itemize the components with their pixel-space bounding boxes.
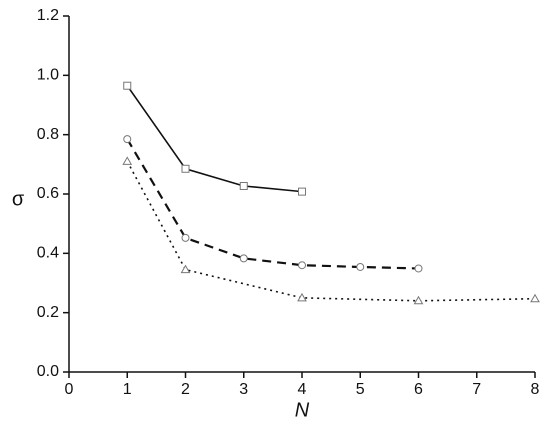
y-tick-label: 0.8 (37, 126, 59, 143)
marker (356, 262, 365, 271)
y-tick-label: 1.0 (37, 67, 59, 84)
series-line (126, 160, 536, 302)
x-tick-label: 2 (181, 381, 190, 398)
x-tick-label: 3 (239, 381, 248, 398)
marker (530, 293, 540, 303)
y-tick-label: 0.4 (37, 245, 59, 262)
series-line (126, 85, 303, 193)
marker (122, 156, 133, 165)
x-axis-title: N (295, 399, 310, 421)
y-tick-label: 0.2 (37, 304, 59, 321)
y-tick-label: 1.2 (37, 7, 59, 24)
series-line (126, 138, 419, 270)
marker (123, 81, 132, 90)
y-tick-label: 0.0 (37, 363, 59, 380)
marker (180, 264, 191, 274)
x-tick-label: 5 (356, 381, 365, 398)
marker (297, 292, 307, 302)
x-tick-label: 4 (298, 381, 307, 398)
y-axis-title: σ (12, 188, 25, 210)
marker (298, 187, 306, 196)
x-tick-label: 0 (65, 381, 74, 398)
marker (181, 233, 190, 242)
marker (239, 181, 248, 190)
marker (123, 135, 132, 144)
marker (181, 164, 190, 173)
marker (298, 261, 306, 270)
y-tick-label: 0.6 (37, 185, 59, 202)
marker (414, 264, 423, 273)
x-tick-label: 1 (123, 381, 132, 398)
marker (239, 254, 248, 263)
x-tick-label: 8 (531, 381, 540, 398)
x-tick-label: 6 (414, 381, 423, 398)
marker (413, 295, 424, 305)
x-tick-label: 7 (472, 381, 481, 398)
